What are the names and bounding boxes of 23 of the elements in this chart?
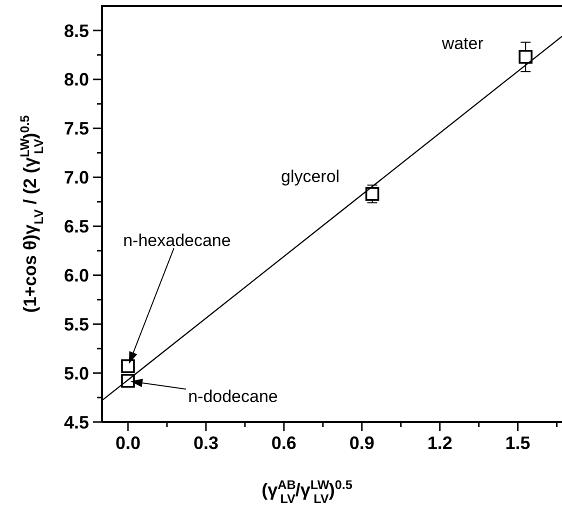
point [518, 50, 533, 64]
x-axis-title: (γ$^{AB}$$_{LV}$/γ$^{LW}$$_{LV}$)$^{0.5}$ [262, 478, 352, 506]
y-tick-label: 8.5 [64, 20, 89, 41]
x-tick-label: 0.6 [271, 433, 296, 453]
point [365, 187, 380, 201]
x-tick-label: 1.2 [427, 433, 452, 453]
y-tick-label: 6.0 [64, 265, 89, 286]
x-tick-label: 0.3 [193, 433, 218, 453]
y-tick-label: 6.5 [64, 216, 89, 237]
y-tick-label: 7.5 [64, 118, 89, 139]
annotation: n-dodecane [188, 386, 278, 406]
x-tick-label: 0.9 [349, 433, 374, 453]
annotation: n-hexadecane [123, 231, 231, 250]
y-tick-label: 8.0 [64, 70, 89, 90]
y-tick-label: 4.5 [64, 412, 89, 432]
annotation: glycerol [280, 166, 340, 186]
annotation: water [440, 34, 484, 53]
y-tick-label: 7.0 [64, 168, 89, 188]
x-tick-label: 1.5 [505, 433, 530, 453]
y-tick-label: 5.0 [64, 363, 89, 384]
x-tick-label: 0.0 [115, 433, 141, 453]
y-tick-label: 5.5 [64, 314, 89, 334]
point [121, 359, 135, 374]
